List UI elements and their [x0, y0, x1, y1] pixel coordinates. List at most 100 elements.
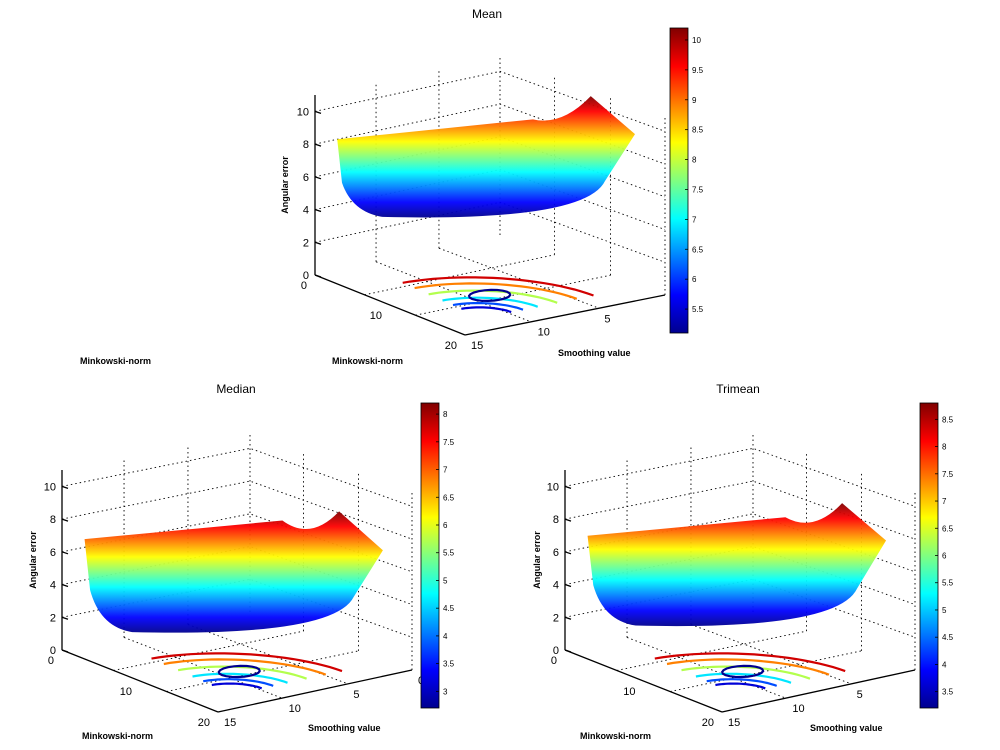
z-tick-mark — [564, 518, 572, 522]
z-tick-label: 0 — [303, 270, 309, 282]
grid-line — [626, 637, 786, 699]
contour-line — [461, 306, 512, 314]
z-tick-mark — [61, 551, 69, 555]
z-tick-label: 6 — [50, 547, 56, 559]
contour-line — [428, 289, 558, 304]
z-tick-mark — [314, 208, 322, 213]
colorbar-tick-label: 3.5 — [942, 688, 954, 697]
colorbar-tick-label: 8 — [942, 443, 947, 452]
chart-title: Trimean — [716, 382, 760, 396]
z-tick-mark — [61, 616, 69, 620]
z-tick-mark — [314, 143, 322, 147]
colorbar-tick-label: 5.5 — [942, 579, 954, 588]
z-tick-mark — [61, 485, 69, 489]
colorbar-tick-label: 7 — [443, 466, 448, 475]
z-axis-label: Angular error — [28, 531, 38, 589]
z-tick-mark — [564, 649, 572, 653]
z-tick-label: 10 — [547, 481, 559, 493]
colorbar-tick-label: 8 — [692, 156, 697, 165]
z-tick-mark — [314, 176, 322, 180]
colorbar-tick-label: 7.5 — [443, 438, 455, 447]
plot-mean: 024681001020051015Angular errorSmoothing… — [280, 7, 704, 366]
contour-line — [695, 672, 792, 684]
y-axis-line — [314, 274, 466, 336]
contour-line — [442, 296, 539, 308]
x-axis-label: Smoothing value — [810, 723, 883, 733]
colorbar: 5.5 6 6.5 7 7.5 8 8.5 9 9.5 10 — [669, 27, 704, 334]
z-tick-label: 8 — [553, 514, 559, 526]
grid-line — [364, 254, 555, 296]
z-tick-mark — [564, 616, 572, 620]
x-tick-label: 10 — [538, 327, 550, 339]
colorbar-tick-label: 5.5 — [692, 305, 704, 314]
grid-line — [670, 650, 862, 692]
colorbar-tick-label: 3.5 — [443, 660, 455, 669]
z-tick-mark — [564, 551, 572, 555]
x-axis-label: Smoothing value — [308, 723, 381, 733]
x-axis-line — [721, 669, 916, 713]
x-axis-line — [464, 294, 666, 336]
grid-line — [314, 70, 666, 132]
contour-line — [211, 682, 263, 690]
chart-title: Mean — [472, 7, 502, 21]
contour-line — [402, 276, 594, 297]
z-tick-label: 4 — [553, 580, 559, 592]
x-tick-label: 5 — [604, 313, 610, 325]
contour-line — [467, 288, 512, 303]
z-tick-mark — [314, 274, 322, 278]
colorbar-tick-label: 6 — [692, 275, 697, 284]
x-tick-label: 15 — [224, 717, 236, 729]
z-tick-mark — [61, 583, 69, 588]
y-tick-label: 20 — [445, 340, 457, 352]
colorbar-tick-label: 6 — [942, 552, 947, 561]
grid-line — [61, 480, 413, 540]
y-tick-label: 0 — [301, 280, 307, 292]
axes: 024681001020051015 — [297, 95, 677, 352]
z-tick-mark — [564, 485, 572, 489]
chart-title: Median — [216, 382, 255, 396]
z-tick-mark — [61, 518, 69, 522]
axes: 024681001020051015 — [547, 470, 927, 729]
contour-line — [217, 664, 261, 679]
grid-line — [564, 447, 916, 507]
colorbar-tick-label: 5.5 — [443, 549, 455, 558]
grid-line — [61, 447, 413, 507]
colorbar-tick-label: 4 — [443, 632, 448, 641]
colorbar-tick-label: 7 — [942, 497, 947, 506]
contour-line — [203, 678, 274, 687]
y-tick-label: 10 — [120, 686, 132, 698]
x-tick-label: 10 — [289, 703, 301, 715]
x-tick-label: 5 — [857, 689, 863, 701]
z-tick-label: 0 — [553, 645, 559, 657]
z-tick-label: 0 — [50, 645, 56, 657]
colorbar-ramp — [669, 27, 689, 334]
x-tick-label: 15 — [728, 717, 740, 729]
x-tick-label: 15 — [471, 340, 483, 352]
axes: 024681001020051015 — [44, 470, 424, 729]
y-axis-label: Minkowski-norm — [580, 731, 651, 741]
colorbar-tick-label: 9.5 — [692, 66, 704, 75]
z-tick-label: 6 — [553, 547, 559, 559]
grid-line — [690, 624, 852, 685]
z-axis-label: Angular error — [280, 156, 290, 214]
colorbar-tick-label: 8 — [443, 410, 448, 419]
x-tick-label: 5 — [353, 689, 359, 701]
y-tick-label: 10 — [370, 310, 382, 322]
contour-line — [151, 652, 343, 673]
z-tick-mark — [314, 110, 322, 114]
colorbar-tick-label: 9 — [692, 96, 697, 105]
z-tick-label: 2 — [50, 612, 56, 624]
grid-line — [187, 624, 349, 685]
contour-line — [452, 302, 524, 311]
y-tick-label: 10 — [623, 686, 635, 698]
colorbar-tick-label: 4.5 — [443, 604, 455, 613]
plot-median: 024681001020051015Angular errorSmoothing… — [28, 382, 455, 741]
y-tick-label: 20 — [702, 717, 714, 729]
colorbar-tick-label: 8.5 — [942, 415, 954, 424]
contour-line — [706, 678, 778, 687]
z-tick-label: 2 — [553, 612, 559, 624]
colorbar-tick-label: 5 — [443, 576, 448, 585]
error-surface — [587, 503, 887, 627]
colorbar-tick-label: 3 — [443, 687, 448, 696]
